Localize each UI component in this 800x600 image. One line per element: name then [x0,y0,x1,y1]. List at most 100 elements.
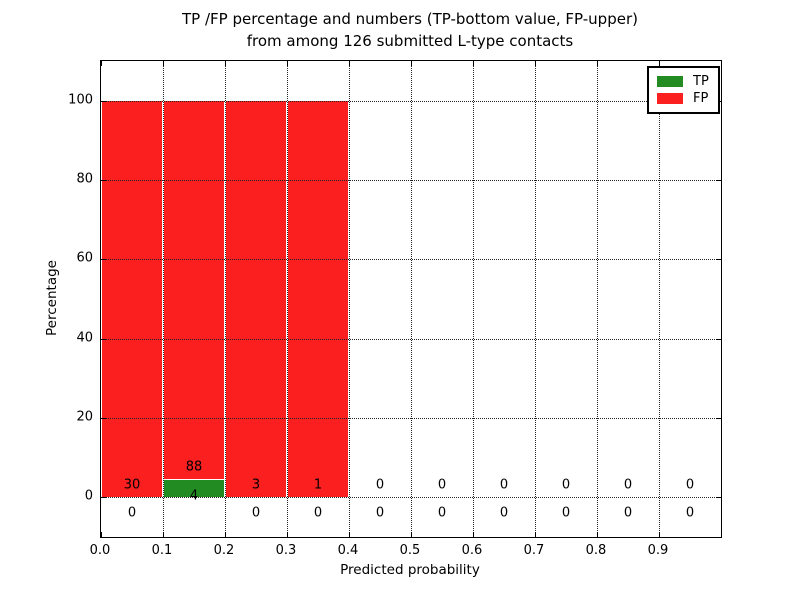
y-tick-mark [101,180,106,181]
x-tick-mark [659,532,660,537]
x-tick-mark-top [535,61,536,66]
fp-bar [288,100,348,498]
chart-title: TP /FP percentage and numbers (TP-bottom… [182,8,638,52]
x-tick-label: 0.0 [89,543,111,558]
x-tick-mark-top [597,61,598,66]
legend: TP FP [647,66,720,114]
y-tick-label: 100 [68,92,93,108]
fp-bar [102,100,162,498]
tp-bar [164,480,224,498]
x-tick-label: 0.3 [275,543,297,558]
grid-line-vertical [163,61,164,537]
fp-count-label: 0 [685,477,695,493]
chart-title-line2: from among 126 submitted L-type contacts [246,32,574,50]
y-axis-label: Percentage [44,260,60,336]
x-tick-mark [597,532,598,537]
grid-line-vertical [411,61,412,537]
tp-count-label: 0 [561,505,571,521]
x-tick-label: 0.2 [213,543,235,558]
fp-count-label: 30 [123,477,141,493]
tp-count-label: 4 [189,488,199,504]
grid-line-horizontal [101,100,721,102]
grid-line-horizontal [101,338,721,340]
grid-line-horizontal [101,180,721,181]
x-tick-label: 0.8 [585,543,607,558]
x-tick-mark [225,532,226,537]
y-tick-mark [101,497,106,499]
x-tick-mark-top [225,61,226,66]
y-tick-mark-right [716,180,721,181]
fp-count-label: 0 [437,477,447,493]
tp-count-label: 0 [623,505,633,521]
legend-swatch-fp-icon [657,93,683,104]
grid-line-vertical [535,61,536,537]
x-tick-mark-top [101,61,102,66]
y-tick-label: 60 [76,250,93,266]
x-tick-mark-top [659,61,660,66]
fp-count-label: 0 [561,477,571,493]
x-tick-label: 0.9 [647,543,669,558]
y-tick-mark [101,259,106,261]
x-tick-mark [101,532,102,537]
fp-count-label: 0 [623,477,633,493]
fp-bar [226,100,286,498]
grid-line-vertical [349,61,350,537]
x-tick-mark-top [287,61,288,66]
y-tick-label: 40 [76,330,93,346]
x-tick-label: 0.1 [151,543,173,558]
x-tick-mark [411,532,412,537]
grid-line-horizontal [101,259,721,261]
legend-label-fp: FP [693,91,709,106]
tp-count-label: 0 [437,505,447,521]
tp-count-label: 0 [375,505,385,521]
fp-count-label: 3 [251,477,261,493]
y-tick-mark [101,100,106,102]
y-tick-mark [101,418,106,419]
x-tick-mark [163,532,164,537]
y-tick-mark [101,338,106,340]
x-tick-mark [535,532,536,537]
x-tick-mark-top [411,61,412,66]
y-tick-label: 0 [84,488,93,504]
x-tick-mark-top [349,61,350,66]
y-tick-mark-right [716,497,721,499]
tp-count-label: 0 [127,505,137,521]
fp-count-label: 88 [185,459,203,475]
grid-line-vertical [225,61,226,537]
x-axis-label: Predicted probability [340,562,480,578]
y-tick-mark-right [716,259,721,261]
x-tick-mark [349,532,350,537]
x-tick-label: 0.7 [523,543,545,558]
y-tick-label: 80 [76,171,93,187]
tp-count-label: 0 [251,505,261,521]
tp-count-label: 0 [313,505,323,521]
x-tick-mark [473,532,474,537]
legend-entry-tp: TP [657,73,709,90]
x-tick-mark-top [163,61,164,66]
tp-count-label: 0 [685,505,695,521]
x-tick-mark-top [473,61,474,66]
x-tick-label: 0.6 [461,543,483,558]
tp-count-label: 0 [499,505,509,521]
grid-line-vertical [597,61,598,537]
grid-line-vertical [473,61,474,537]
fp-count-label: 0 [499,477,509,493]
y-tick-label: 20 [76,409,93,425]
fp-count-label: 1 [313,477,323,493]
legend-swatch-tp-icon [657,76,683,87]
y-tick-mark-right [716,418,721,419]
x-tick-label: 0.4 [337,543,359,558]
chart-title-line1: TP /FP percentage and numbers (TP-bottom… [182,10,638,28]
grid-line-horizontal [101,497,721,499]
y-tick-mark-right [716,338,721,340]
grid-line-vertical [287,61,288,537]
legend-entry-fp: FP [657,90,709,107]
fp-bar [164,100,224,480]
plot-area: 30 0 88 4 3 0 1 0 0 0 0 0 0 0 0 0 0 0 0 0 [100,60,722,538]
x-tick-mark [287,532,288,537]
fp-count-label: 0 [375,477,385,493]
grid-line-horizontal [101,418,721,419]
x-tick-label: 0.5 [399,543,421,558]
grid-line-vertical [659,61,660,537]
legend-label-tp: TP [693,74,709,89]
